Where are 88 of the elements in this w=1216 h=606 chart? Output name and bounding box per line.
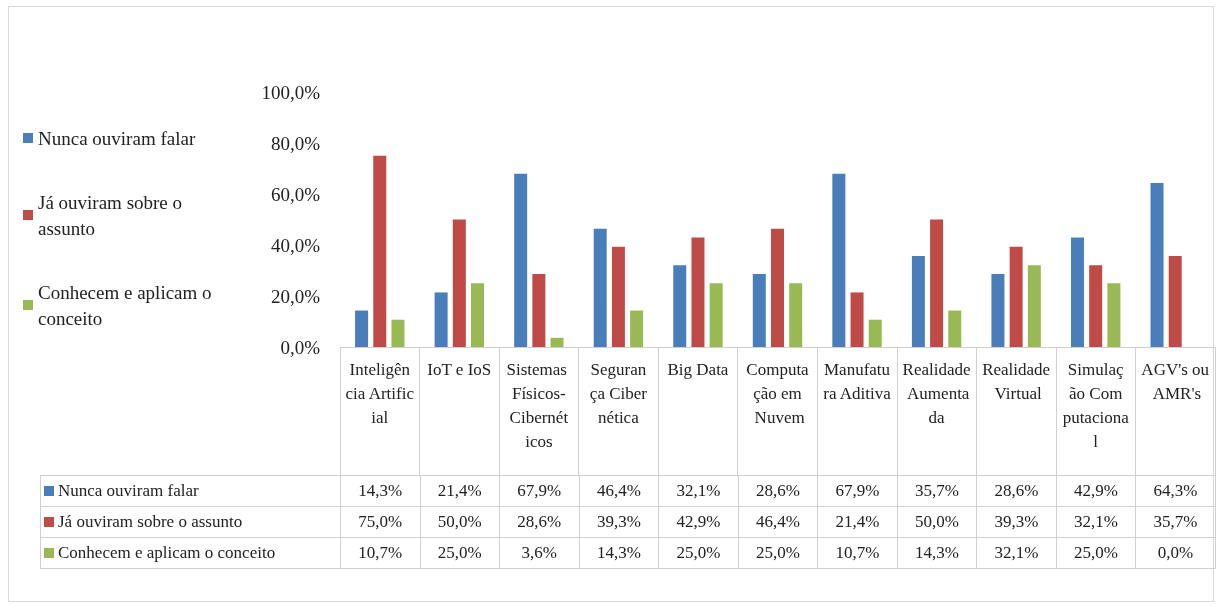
legend-label: Conhecem e aplicam o conceito [38, 281, 217, 329]
data-label: 35,7% [897, 475, 977, 507]
bar [1009, 246, 1023, 347]
bar [593, 228, 607, 347]
data-label: 39,3% [579, 506, 659, 538]
y-tick-label: 60,0% [270, 183, 321, 205]
data-label: 14,3% [579, 537, 659, 569]
data-label: 32,1% [658, 475, 739, 507]
x-tick-label: AGV's ou AMR's [1141, 359, 1210, 403]
bar [911, 255, 925, 347]
bar [1107, 283, 1121, 347]
data-label: 42,9% [658, 506, 739, 538]
x-tick-label: Inteligência Artificial [345, 359, 415, 427]
bar [868, 319, 882, 347]
data-label: 28,6% [976, 475, 1057, 507]
data-label: 10,7% [340, 537, 421, 569]
bar [752, 274, 766, 347]
bar [673, 265, 687, 347]
bar [930, 219, 944, 347]
y-tick-label: 40,0% [270, 234, 321, 256]
bar [611, 246, 625, 347]
data-label: 67,9% [817, 475, 898, 507]
text: Já ouviram sobre o assunto [58, 512, 243, 531]
bar [991, 274, 1005, 347]
legend-label: Já ouviram sobre o assunto [38, 191, 187, 239]
bar [355, 310, 369, 347]
data-label: 32,1% [1056, 506, 1136, 538]
bar [1089, 265, 1103, 347]
data-label: 25,0% [658, 537, 739, 569]
x-tick-label: Simulação Computacional [1062, 359, 1130, 451]
data-label: 10,7% [817, 537, 898, 569]
data-label: 64,3% [1135, 475, 1216, 507]
bar [550, 337, 564, 347]
bar [1027, 265, 1041, 347]
data-label: 28,6% [499, 506, 580, 538]
bar [850, 292, 864, 347]
bar [1150, 183, 1164, 347]
data-label: 0,0% [1135, 537, 1216, 569]
x-tick-label: Realidade Virtual [982, 359, 1051, 403]
data-label: 50,0% [897, 506, 977, 538]
text: Conhecem e aplicam o conceito [58, 543, 276, 562]
x-tick-label: Realidade Aumentada [902, 359, 971, 427]
bar [391, 319, 405, 347]
x-tick-label: IoT e IoS [427, 359, 492, 379]
data-label: 25,0% [1056, 537, 1136, 569]
bar [434, 292, 448, 347]
x-tick-label: Sistemas Físicos-Cibernéticos [506, 359, 572, 451]
data-label: 46,4% [738, 506, 818, 538]
data-label: 50,0% [420, 506, 500, 538]
legend-label: Nunca ouviram falar [38, 127, 196, 149]
data-label: 21,4% [817, 506, 898, 538]
bar [832, 173, 846, 347]
data-label: 39,3% [976, 506, 1057, 538]
data-label: 35,7% [1135, 506, 1216, 538]
data-label: 14,3% [340, 475, 421, 507]
data-label: 46,4% [579, 475, 659, 507]
x-tick-label: Big Data [667, 359, 729, 379]
data-label: 28,6% [738, 475, 818, 507]
bar [373, 155, 387, 347]
data-label: 21,4% [420, 475, 500, 507]
bar [789, 283, 803, 347]
data-label: 3,6% [499, 537, 580, 569]
bar [771, 228, 784, 347]
y-tick-label: 100,0% [261, 81, 321, 103]
bar [514, 173, 528, 347]
bar [532, 274, 546, 347]
bar [1070, 237, 1084, 347]
text: Nunca ouviram falar [58, 481, 199, 500]
data-label: 67,9% [499, 475, 580, 507]
x-tick-label: Computação em Nuvem [746, 359, 810, 427]
bar [948, 310, 962, 347]
bar [471, 283, 485, 347]
y-tick-label: 0,0% [280, 336, 321, 358]
bar [630, 310, 644, 347]
data-label: 75,0% [340, 506, 421, 538]
y-tick-label: 20,0% [270, 285, 321, 307]
data-label: 25,0% [420, 537, 500, 569]
data-label: 25,0% [738, 537, 818, 569]
bar [452, 219, 466, 347]
bar [691, 237, 705, 347]
data-label: 14,3% [897, 537, 977, 569]
x-tick-label: Manufatura Aditiva [823, 359, 892, 403]
bar [709, 283, 723, 347]
x-tick-label: Segurança Cibernética [589, 359, 648, 427]
y-tick-label: 80,0% [270, 132, 321, 154]
data-label: 42,9% [1056, 475, 1136, 507]
bar [1168, 255, 1182, 347]
data-label: 32,1% [976, 537, 1057, 569]
